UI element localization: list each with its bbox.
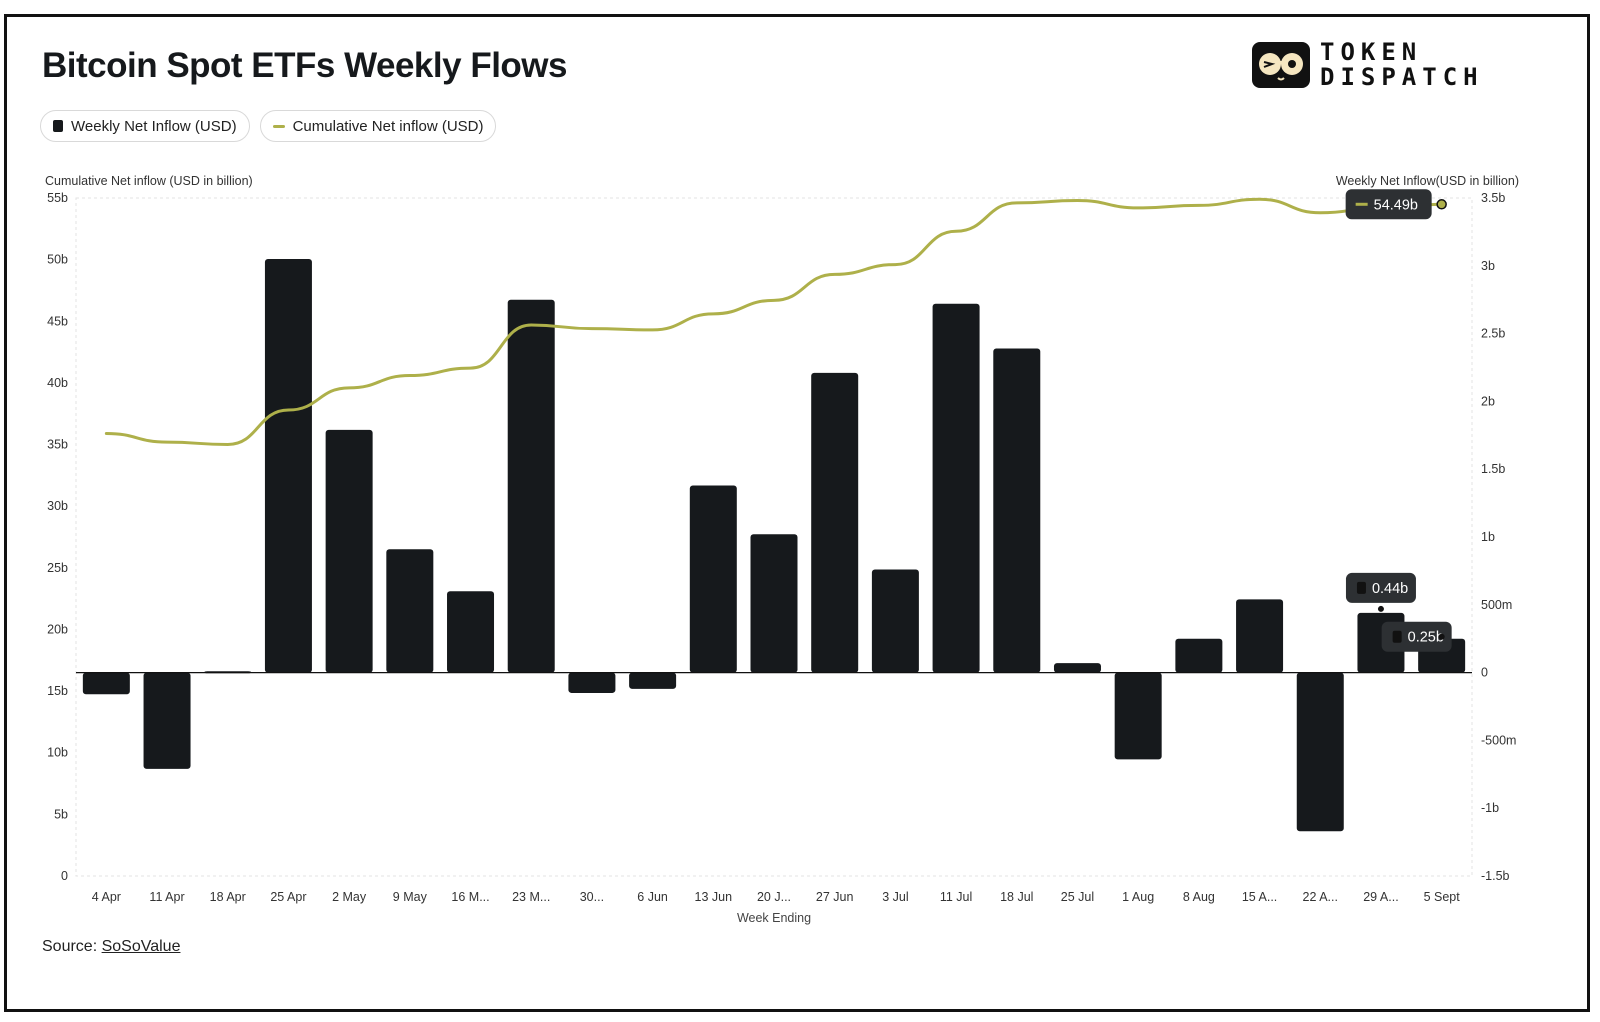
y-right-tick-label: -500m: [1481, 733, 1516, 747]
tooltip-box: [1345, 572, 1416, 603]
y-left-tick-label: 0: [61, 869, 68, 883]
cumulative-line: [104, 197, 1444, 447]
x-tick-label: 9 May: [393, 890, 428, 904]
bar: [82, 672, 130, 695]
x-tick-label: 22 A...: [1303, 890, 1338, 904]
bar: [386, 549, 434, 673]
bar: [993, 348, 1041, 673]
x-tick-label: 6 Jun: [637, 890, 668, 904]
y-left-axis-title: Cumulative Net inflow (USD in billion): [45, 174, 253, 188]
x-tick-label: 15 A...: [1242, 890, 1277, 904]
y-right-tick-label: -1b: [1481, 801, 1499, 815]
logo-text-token: TOKEN: [1320, 38, 1423, 66]
y-right-tick-label: 0: [1481, 666, 1488, 680]
token-dispatch-logo: TOKEN DISPATCH: [1252, 40, 1484, 90]
bar: [932, 303, 980, 673]
x-tick-label: 25 Jul: [1061, 890, 1094, 904]
x-tick-label: 23 M...: [512, 890, 550, 904]
tooltip-value-label: 0.44b: [1372, 581, 1408, 597]
bar: [447, 591, 495, 673]
x-tick-label: 20 J...: [757, 890, 791, 904]
x-tick-label: 16 M...: [451, 890, 489, 904]
bar: [629, 672, 677, 689]
tooltip-value-label: 0.25b: [1408, 630, 1444, 646]
tooltip-box: [1381, 621, 1452, 652]
x-tick-label: 29 A...: [1363, 890, 1398, 904]
bar: [1114, 672, 1162, 760]
y-left-tick-label: 25b: [47, 561, 68, 575]
cumulative-end-point: [1436, 199, 1447, 210]
bar-swatch-icon: [53, 120, 63, 132]
bar: [325, 429, 373, 673]
bar-hover-point: [1438, 633, 1445, 640]
y-left-tick-label: 5b: [54, 807, 68, 821]
legend-item-cumulative-inflow[interactable]: Cumulative Net inflow (USD): [259, 110, 497, 142]
bar-hover-point: [1377, 605, 1384, 612]
x-tick-label: 3 Jul: [882, 890, 908, 904]
x-tick-label: 27 Jun: [816, 890, 854, 904]
y-right-tick-label: 3.5b: [1481, 191, 1505, 205]
source-link[interactable]: SoSoValue: [101, 938, 181, 955]
legend-item-weekly-inflow[interactable]: Weekly Net Inflow (USD): [40, 110, 250, 142]
source-prefix: Source:: [42, 938, 102, 955]
y-right-tick-label: -1.5b: [1481, 869, 1510, 883]
y-right-axis-title: Weekly Net Inflow(USD in billion): [1336, 174, 1519, 188]
x-tick-label: 18 Apr: [210, 890, 246, 904]
source-note: Source: SoSoValue: [42, 938, 180, 956]
y-left-tick-label: 10b: [47, 746, 68, 760]
y-right-tick-label: 3b: [1481, 259, 1495, 273]
y-right-tick-label: 1.5b: [1481, 462, 1505, 476]
bar: [264, 259, 312, 673]
y-left-tick-label: 45b: [47, 314, 68, 328]
y-left-tick-label: 20b: [47, 622, 68, 636]
x-tick-label: 13 Jun: [695, 890, 733, 904]
plot-area: [75, 197, 1473, 877]
y-left-tick-label: 50b: [47, 253, 68, 267]
y-left-tick-label: 40b: [47, 376, 68, 390]
bar: [1236, 599, 1284, 673]
legend-label-weekly: Weekly Net Inflow (USD): [71, 117, 237, 135]
chart-title: Bitcoin Spot ETFs Weekly Flows: [42, 46, 568, 85]
y-left-tick-label: 30b: [47, 499, 68, 513]
y-right-tick-label: 2.5b: [1481, 327, 1505, 341]
y-left-tick-label: 35b: [47, 438, 68, 452]
x-tick-label: 4 Apr: [92, 890, 121, 904]
x-tick-label: 1 Aug: [1122, 890, 1154, 904]
tooltip-bar-swatch-icon: [1356, 581, 1366, 594]
bar: [871, 569, 919, 673]
y-right-tick-label: 2b: [1481, 394, 1495, 408]
legend-label-cumulative: Cumulative Net inflow (USD): [292, 117, 484, 135]
x-tick-label: 5 Sept: [1424, 890, 1461, 904]
x-tick-label: 11 Jul: [940, 890, 972, 904]
y-right-tick-label: 1b: [1481, 530, 1495, 544]
x-tick-label: 8 Aug: [1183, 890, 1215, 904]
bar: [689, 485, 737, 673]
logo-glasses-icon: [1252, 42, 1310, 88]
x-tick-label: 18 Jul: [1000, 890, 1033, 904]
bar: [143, 672, 191, 769]
logo-text-dispatch: DISPATCH: [1320, 63, 1484, 91]
tooltip-bar-swatch-icon: [1392, 630, 1402, 643]
x-tick-label: 25 Apr: [270, 890, 306, 904]
tooltip-box: [1345, 189, 1432, 220]
bar: [750, 534, 798, 673]
bar: [1175, 638, 1223, 673]
tooltip-value-label: 54.49b: [1374, 197, 1418, 213]
y-left-tick-label: 55b: [47, 191, 68, 205]
x-tick-label: 30...: [580, 890, 604, 904]
y-left-tick-label: 15b: [47, 684, 68, 698]
x-tick-label: 2 May: [332, 890, 367, 904]
bar: [1053, 663, 1101, 673]
bar: [1296, 672, 1344, 832]
legend: Weekly Net Inflow (USD) Cumulative Net i…: [40, 110, 497, 142]
x-axis-title: Week Ending: [737, 911, 811, 925]
line-swatch-icon: [272, 124, 285, 128]
y-right-tick-label: 500m: [1481, 598, 1512, 612]
bar: [507, 299, 555, 673]
bar: [811, 372, 859, 673]
bar: [568, 672, 616, 693]
x-tick-label: 11 Apr: [149, 890, 184, 904]
